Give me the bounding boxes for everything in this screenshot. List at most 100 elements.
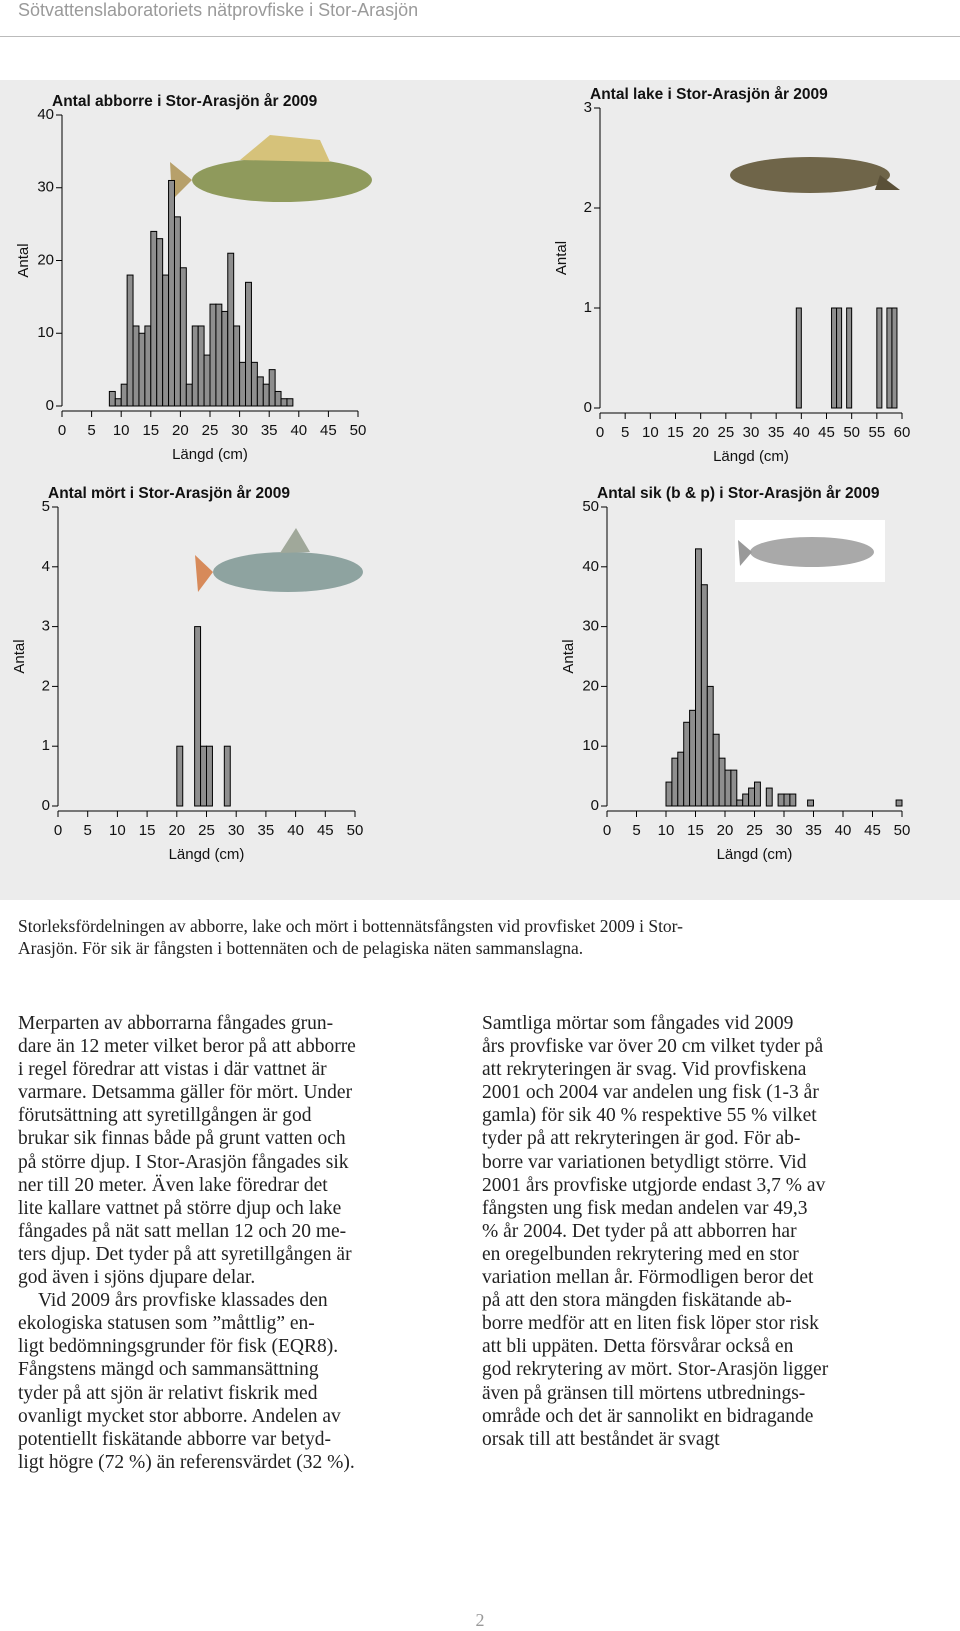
x-tick-label: 40 xyxy=(290,422,307,439)
bar xyxy=(250,361,258,407)
text-line: gamla) för sik 40 % respektive 55 % vilk… xyxy=(482,1105,817,1127)
text-line: brukar sik finnas både på grunt vatten o… xyxy=(18,1128,346,1150)
y-tick-label: 50 xyxy=(582,498,599,515)
x-tick-label: 55 xyxy=(868,424,885,441)
x-tick-label: 50 xyxy=(350,422,367,439)
bar xyxy=(836,307,843,409)
y-tick-label: 5 xyxy=(42,498,50,515)
bar xyxy=(695,548,702,807)
x-tick-label: 30 xyxy=(228,822,245,839)
x-tick-label: 40 xyxy=(835,822,852,839)
y-tick-label: 1 xyxy=(42,737,50,754)
x-tick-label: 5 xyxy=(632,822,640,839)
chart-title: Antal sik (b & p) i Stor-Arasjön år 2009 xyxy=(597,485,880,502)
bar xyxy=(280,398,288,407)
bar xyxy=(876,307,883,409)
bar xyxy=(233,325,241,407)
x-tick-label: 10 xyxy=(642,424,659,441)
y-tick-label: 4 xyxy=(42,558,50,575)
y-axis-label: Antal xyxy=(15,243,32,277)
y-tick-label: 3 xyxy=(42,618,50,635)
paragraph: Vid 2009 års provfiske klassades den ekol… xyxy=(18,1289,356,1474)
bar xyxy=(730,769,738,807)
x-tick-label: 5 xyxy=(84,822,92,839)
y-tick-label: 0 xyxy=(591,797,599,814)
y-axis-label: Antal xyxy=(560,639,577,673)
roach-illustration xyxy=(195,528,363,592)
bar xyxy=(185,383,193,407)
bar xyxy=(886,307,893,409)
bar xyxy=(150,230,158,407)
text-line: varmare. Detsamma gäller för mört. Under xyxy=(18,1082,353,1104)
bar xyxy=(162,274,170,407)
text-line: område och det är sannolikt en bidragand… xyxy=(482,1405,814,1427)
x-tick-label: 15 xyxy=(139,822,156,839)
text-line: på större djup. I Stor-Arasjön fångades … xyxy=(18,1151,349,1173)
x-tick-label: 45 xyxy=(320,422,337,439)
bar xyxy=(891,307,898,409)
bar xyxy=(665,781,673,807)
x-tick-label: 50 xyxy=(843,424,860,441)
x-tick-label: 35 xyxy=(805,822,822,839)
bar xyxy=(789,793,797,807)
header-title: Sötvattenslaboratoriets nätprovfiske i S… xyxy=(18,0,419,20)
bar xyxy=(114,398,122,407)
bar xyxy=(895,799,903,807)
bar xyxy=(718,757,726,807)
text-line: ekologiska statusen som ”måttlig” en- xyxy=(18,1313,315,1335)
x-tick-label: 20 xyxy=(168,822,185,839)
x-tick-label: 0 xyxy=(58,422,66,439)
y-tick-label: 10 xyxy=(582,737,599,754)
burbot-illustration xyxy=(730,157,900,193)
text-line: fångades på nät satt mellan 12 och 20 me… xyxy=(18,1220,347,1242)
text-line: % år 2004. Det tyder på att abborren har xyxy=(482,1220,797,1242)
caption: Storleksfördelningen av abborre, lake oc… xyxy=(18,915,683,959)
bar xyxy=(700,584,708,807)
x-tick-label: 40 xyxy=(793,424,810,441)
x-tick-label: 50 xyxy=(894,822,911,839)
bar xyxy=(748,787,755,807)
bar xyxy=(754,781,761,807)
y-tick-label: 40 xyxy=(37,106,54,123)
bar xyxy=(245,281,252,407)
text-line: 2001 års provfiske utgjorde endast 3,7 %… xyxy=(482,1174,826,1196)
bar xyxy=(173,216,181,407)
bar xyxy=(227,252,235,407)
text-line: variation mellan år. Förmodligen beror d… xyxy=(482,1267,814,1289)
bar xyxy=(742,793,750,807)
y-tick-label: 0 xyxy=(46,397,54,414)
text-line: års provfiske var över 20 cm vilket tyde… xyxy=(482,1036,824,1058)
x-tick-label: 50 xyxy=(347,822,364,839)
text-line: i regel föredrar att vistas i där vattne… xyxy=(18,1059,327,1081)
x-tick-label: 5 xyxy=(87,422,95,439)
y-tick-label: 0 xyxy=(584,399,592,416)
x-tick-label: 15 xyxy=(667,424,684,441)
bar xyxy=(168,179,175,407)
bar xyxy=(194,626,202,807)
bar xyxy=(268,369,276,407)
x-tick-label: 10 xyxy=(109,822,126,839)
bar xyxy=(286,398,294,407)
bar xyxy=(209,303,217,407)
x-tick-label: 0 xyxy=(54,822,62,839)
x-tick-label: 30 xyxy=(743,424,760,441)
x-tick-label: 40 xyxy=(287,822,304,839)
text-line: fångsten ung fisk medan andelen var 49,3 xyxy=(482,1197,808,1219)
chart-title: Antal mört i Stor-Arasjön år 2009 xyxy=(48,485,290,502)
text-line: dare än 12 meter vilket beror på att abb… xyxy=(18,1036,356,1058)
bar xyxy=(712,733,720,807)
y-tick-label: 2 xyxy=(42,677,50,694)
text-line: en oregelbunden rekrytering med en stor xyxy=(482,1243,799,1265)
bar xyxy=(197,325,205,407)
x-tick-label: 30 xyxy=(231,422,248,439)
y-tick-label: 20 xyxy=(582,677,599,694)
bar xyxy=(831,307,838,409)
x-axis-label: Längd (cm) xyxy=(169,846,245,863)
x-tick-label: 25 xyxy=(746,822,763,839)
y-tick-label: 10 xyxy=(37,324,54,341)
text-line: ters djup. Det tyder på att syretillgång… xyxy=(18,1243,352,1265)
x-tick-label: 25 xyxy=(198,822,215,839)
bar xyxy=(724,769,732,807)
bar xyxy=(274,390,282,407)
